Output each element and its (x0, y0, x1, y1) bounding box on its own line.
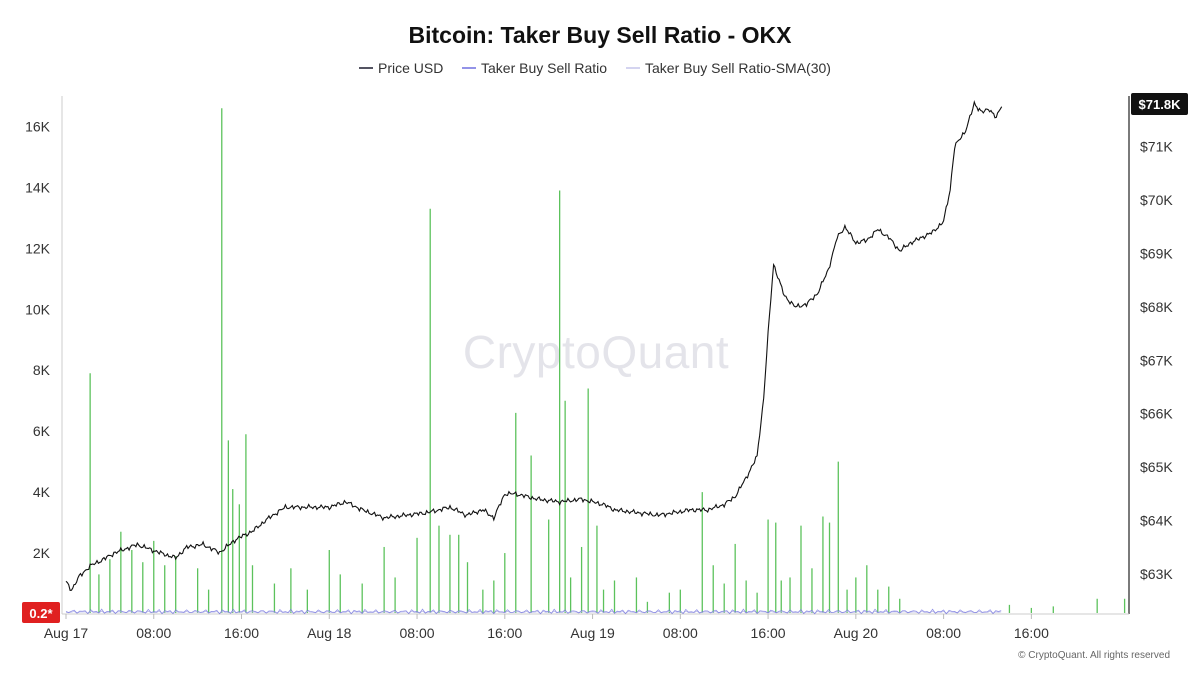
x-tick-label: 08:00 (400, 625, 435, 641)
watermark: CryptoQuant (463, 326, 729, 378)
x-tick-label: 08:00 (136, 625, 171, 641)
x-tick-label: Aug 20 (834, 625, 879, 641)
x-tick-label: 16:00 (487, 625, 522, 641)
left-tick-label: 16K (25, 118, 51, 134)
legend-label-sma: Taker Buy Sell Ratio-SMA(30) (645, 60, 831, 76)
right-tick-label: $65K (1140, 459, 1173, 475)
left-badge-background (22, 601, 60, 623)
left-tick-label: 2K (33, 545, 51, 561)
left-tick-label: 4K (33, 484, 51, 500)
right-value-badge: $71.8K (1131, 93, 1188, 116)
ratio-line (65, 608, 1002, 615)
left-axis-ticks: 2K 4K 6K 8K 10K 12K 14K 16K (25, 118, 51, 561)
left-tick-label: 12K (25, 240, 51, 256)
left-badge-text: 0.2* (29, 606, 53, 621)
left-value-badge: 0.2* (22, 601, 60, 623)
x-tick-label: 16:00 (1014, 625, 1049, 641)
right-tick-label: $70K (1140, 192, 1173, 208)
left-tick-label: 10K (25, 301, 51, 317)
right-tick-label: $71K (1140, 139, 1173, 155)
right-badge-text: $71.8K (1139, 97, 1182, 112)
right-tick-label: $66K (1140, 406, 1173, 422)
right-tick-label: $68K (1140, 299, 1173, 315)
copyright: © CryptoQuant. All rights reserved (1018, 650, 1170, 661)
legend: Price USD Taker Buy Sell Ratio Taker Buy… (359, 60, 831, 76)
legend-label-price: Price USD (378, 60, 443, 76)
x-tick-label: Aug 19 (570, 625, 615, 641)
right-badge-background (1131, 93, 1188, 116)
price-line (65, 100, 1003, 592)
right-axis-ticks: $63K $64K $65K $66K $67K $68K $69K $70K $71K (1140, 139, 1173, 582)
sma-line (65, 610, 1002, 614)
x-tick-label: Aug 17 (44, 625, 89, 641)
right-tick-label: $63K (1140, 566, 1173, 582)
x-tick-label: 16:00 (224, 625, 259, 641)
x-tick-label: Aug 18 (307, 625, 352, 641)
x-axis-ticks: Aug 17 08:00 16:00 Aug 18 08:00 16:00 Aug 19 08… (44, 614, 1049, 641)
x-tick-label: 08:00 (663, 625, 698, 641)
x-tick-label: 08:00 (926, 625, 961, 641)
left-tick-label: 8K (33, 362, 51, 378)
legend-label-ratio: Taker Buy Sell Ratio (481, 60, 607, 76)
green-bars (89, 108, 1126, 613)
right-tick-label: $64K (1140, 513, 1173, 529)
x-tick-label: 16:00 (751, 625, 786, 641)
right-tick-label: $69K (1140, 246, 1173, 262)
ratio-baseline (65, 608, 1002, 615)
left-tick-label: 6K (33, 423, 51, 439)
chart-title: Bitcoin: Taker Buy Sell Ratio - OKX (409, 22, 793, 48)
left-tick-label: 14K (25, 179, 51, 195)
right-tick-label: $67K (1140, 352, 1173, 368)
